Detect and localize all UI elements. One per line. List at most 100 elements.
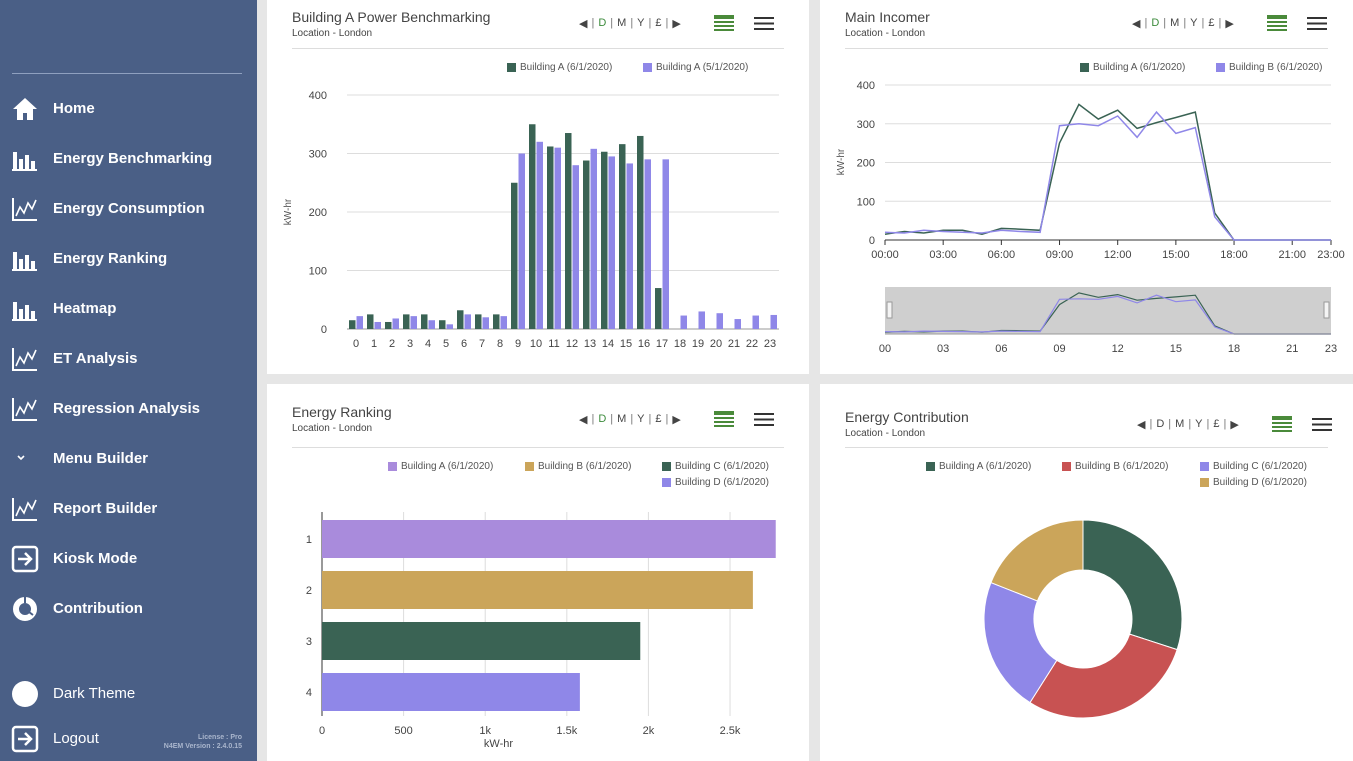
sidebar-item-menu-builder[interactable]: Menu Builder bbox=[0, 439, 257, 479]
currency-button[interactable]: £ bbox=[655, 413, 662, 425]
sidebar-item-regression-analysis[interactable]: Regression Analysis bbox=[0, 389, 257, 429]
bar bbox=[536, 141, 543, 329]
prev-button[interactable]: ◀ bbox=[579, 18, 588, 30]
day-button[interactable]: D bbox=[598, 17, 607, 29]
legend-item[interactable]: Building D (6/1/2020) bbox=[662, 477, 769, 488]
x-tick-label: 8 bbox=[497, 338, 503, 350]
separator: | bbox=[648, 17, 652, 29]
license-text: License : Pro bbox=[198, 734, 242, 741]
legend-item[interactable]: Building A (6/1/2020) bbox=[507, 62, 612, 73]
bar bbox=[752, 315, 759, 329]
legend-item[interactable]: Building D (6/1/2020) bbox=[1200, 477, 1307, 488]
sidebar-item-label: Heatmap bbox=[53, 300, 117, 317]
day-button[interactable]: D bbox=[1151, 17, 1160, 29]
table-view-icon[interactable] bbox=[1267, 15, 1287, 32]
day-button[interactable]: D bbox=[1156, 418, 1165, 430]
y-tick-label: 3 bbox=[306, 636, 312, 648]
legend-item[interactable]: Building A (6/1/2020) bbox=[926, 461, 1031, 472]
bar bbox=[626, 163, 633, 329]
bar bbox=[529, 124, 536, 329]
legend-swatch bbox=[662, 478, 671, 487]
next-button[interactable]: ▶ bbox=[672, 414, 681, 426]
x-tick-label: 18:00 bbox=[1220, 249, 1248, 261]
currency-button[interactable]: £ bbox=[1208, 17, 1215, 29]
contribution-panel: Energy Contribution Location - London ◀ … bbox=[820, 384, 1353, 761]
hamburger-menu-icon[interactable] bbox=[1312, 416, 1332, 433]
year-button[interactable]: Y bbox=[1190, 17, 1198, 29]
x-tick-label: 1k bbox=[479, 725, 491, 737]
year-button[interactable]: Y bbox=[637, 413, 645, 425]
month-button[interactable]: M bbox=[1175, 418, 1185, 430]
sidebar-item-heatmap[interactable]: Heatmap bbox=[0, 289, 257, 329]
currency-button[interactable]: £ bbox=[655, 17, 662, 29]
separator: | bbox=[1144, 17, 1148, 29]
x-tick-label: 12 bbox=[566, 338, 578, 350]
year-button[interactable]: Y bbox=[1195, 418, 1203, 430]
sidebar-item-energy-consumption[interactable]: Energy Consumption bbox=[0, 189, 257, 229]
x-tick-label: 21 bbox=[728, 338, 740, 350]
sidebar-item-contribution[interactable]: Contribution bbox=[0, 589, 257, 629]
table-view-icon[interactable] bbox=[1272, 416, 1292, 433]
next-button[interactable]: ▶ bbox=[1230, 419, 1239, 431]
x-tick-label: 9 bbox=[515, 338, 521, 350]
prev-button[interactable]: ◀ bbox=[1132, 18, 1141, 30]
year-button[interactable]: Y bbox=[637, 17, 645, 29]
month-button[interactable]: M bbox=[617, 17, 627, 29]
benchmark-panel: Building A Power Benchmarking Location -… bbox=[267, 0, 809, 374]
sidebar-item-energy-ranking[interactable]: Energy Ranking bbox=[0, 239, 257, 279]
y-axis-label: kW-hr bbox=[283, 198, 294, 225]
prev-button[interactable]: ◀ bbox=[1137, 419, 1146, 431]
line-chart-icon bbox=[12, 198, 37, 221]
sidebar-item-energy-benchmarking[interactable]: Energy Benchmarking bbox=[0, 139, 257, 179]
table-view-icon[interactable] bbox=[714, 15, 734, 32]
currency-button[interactable]: £ bbox=[1213, 418, 1220, 430]
hamburger-menu-icon[interactable] bbox=[1307, 15, 1327, 32]
next-button[interactable]: ▶ bbox=[672, 18, 681, 30]
separator: | bbox=[1163, 17, 1167, 29]
navigator-tick-label: 21 bbox=[1286, 343, 1298, 355]
legend-swatch bbox=[507, 63, 516, 72]
legend-item[interactable]: Building A (6/1/2020) bbox=[1080, 62, 1185, 73]
hamburger-menu-icon[interactable] bbox=[754, 411, 774, 428]
sidebar-item-report-builder[interactable]: Report Builder bbox=[0, 489, 257, 529]
legend-label: Building B (6/1/2020) bbox=[1075, 461, 1169, 472]
logout-button[interactable]: Logout bbox=[0, 719, 257, 759]
x-tick-label: 5 bbox=[443, 338, 449, 350]
legend-item[interactable]: Building B (6/1/2020) bbox=[1062, 461, 1168, 472]
sidebar-item-kiosk-mode[interactable]: Kiosk Mode bbox=[0, 539, 257, 579]
day-button[interactable]: D bbox=[598, 413, 607, 425]
sidebar-item-et-analysis[interactable]: ET Analysis bbox=[0, 339, 257, 379]
hamburger-menu-icon[interactable] bbox=[754, 15, 774, 32]
legend-item[interactable]: Building C (6/1/2020) bbox=[662, 461, 769, 472]
dark-theme-toggle[interactable]: Dark Theme bbox=[0, 674, 257, 714]
month-button[interactable]: M bbox=[1170, 17, 1180, 29]
sidebar-item-home[interactable]: Home bbox=[0, 89, 257, 129]
ranking-chart: 0 500 1k 1.5k 2k 2.5k 1 2 3 4 kW-hr bbox=[306, 512, 776, 750]
legend-item[interactable]: Building C (6/1/2020) bbox=[1200, 461, 1307, 472]
table-view-icon[interactable] bbox=[714, 411, 734, 428]
bar bbox=[475, 314, 482, 329]
bar bbox=[716, 313, 723, 329]
panel-subtitle: Location - London bbox=[292, 423, 373, 434]
x-tick-label: 11 bbox=[548, 338, 559, 350]
navigator-tick-label: 03 bbox=[937, 343, 949, 355]
legend-item[interactable]: Building A (5/1/2020) bbox=[643, 62, 748, 73]
prev-button[interactable]: ◀ bbox=[579, 414, 588, 426]
legend-item[interactable]: Building B (6/1/2020) bbox=[525, 461, 631, 472]
x-tick-label: 20 bbox=[710, 338, 722, 350]
separator: | bbox=[630, 413, 634, 425]
legend-swatch bbox=[1216, 63, 1225, 72]
legend-label: Building C (6/1/2020) bbox=[1213, 461, 1307, 472]
legend-swatch bbox=[643, 63, 652, 72]
bar bbox=[554, 147, 561, 329]
separator: | bbox=[1183, 17, 1187, 29]
bar bbox=[500, 316, 507, 329]
navigator-mask bbox=[885, 287, 1331, 334]
separator: | bbox=[591, 413, 595, 425]
month-button[interactable]: M bbox=[617, 413, 627, 425]
legend-item[interactable]: Building A (6/1/2020) bbox=[388, 461, 493, 472]
next-button[interactable]: ▶ bbox=[1225, 18, 1234, 30]
legend-item[interactable]: Building B (6/1/2020) bbox=[1216, 62, 1322, 73]
x-tick-label: 19 bbox=[692, 338, 704, 350]
